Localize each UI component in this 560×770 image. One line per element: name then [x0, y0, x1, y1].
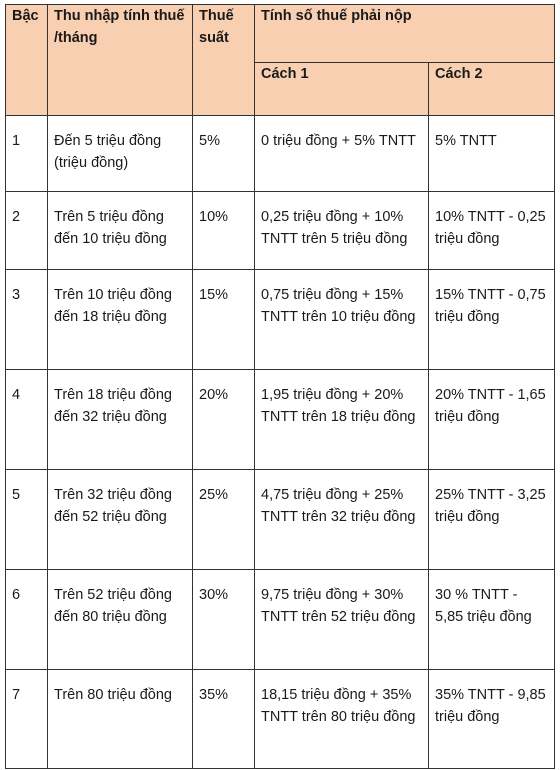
table-header: Bậc Thu nhập tính thuế /tháng Thuế suất …	[5, 4, 555, 116]
cell-thu-nhap: Trên 80 triệu đồng	[47, 669, 193, 769]
table-row: 1 Đến 5 triệu đồng (triệu đồng) 5% 0 tri…	[5, 115, 555, 192]
header-cach-2: Cách 2	[428, 62, 555, 116]
cell-cach-2: 15% TNTT - 0,75 triệu đồng	[428, 269, 555, 370]
cell-cach-2: 25% TNTT - 3,25 triệu đồng	[428, 469, 555, 570]
table-row: 6 Trên 52 triệu đồng đến 80 triệu đồng 3…	[5, 569, 555, 670]
header-thu-nhap: Thu nhập tính thuế /tháng	[47, 4, 193, 116]
cell-thu-nhap: Đến 5 triệu đồng (triệu đồng)	[47, 115, 193, 192]
cell-cach-1: 0 triệu đồng + 5% TNTT	[254, 115, 429, 192]
cell-cach-1: 18,15 triệu đồng + 35% TNTT trên 80 triệ…	[254, 669, 429, 769]
header-cach-1: Cách 1	[254, 62, 429, 116]
cell-thue-suat: 10%	[192, 191, 255, 270]
cell-cach-2: 35% TNTT - 9,85 triệu đồng	[428, 669, 555, 769]
cell-cach-2: 30 % TNTT - 5,85 triệu đồng	[428, 569, 555, 670]
cell-bac: 2	[5, 191, 48, 270]
table-row: 5 Trên 32 triệu đồng đến 52 triệu đồng 2…	[5, 469, 555, 570]
table-row: 4 Trên 18 triệu đồng đến 32 triệu đồng 2…	[5, 369, 555, 470]
cell-cach-2: 5% TNTT	[428, 115, 555, 192]
cell-thue-suat: 25%	[192, 469, 255, 570]
cell-thue-suat: 35%	[192, 669, 255, 769]
header-subrow: Cách 1 Cách 2	[6, 62, 555, 116]
cell-thu-nhap: Trên 18 triệu đồng đến 32 triệu đồng	[47, 369, 193, 470]
cell-cach-2: 20% TNTT - 1,65 triệu đồng	[428, 369, 555, 470]
cell-thu-nhap: Trên 5 triệu đồng đến 10 triệu đồng	[47, 191, 193, 270]
cell-cach-1: 0,75 triệu đồng + 15% TNTT trên 10 triệu…	[254, 269, 429, 370]
table-body: 1 Đến 5 triệu đồng (triệu đồng) 5% 0 tri…	[5, 115, 555, 769]
cell-bac: 7	[5, 669, 48, 769]
table-row: 3 Trên 10 triệu đồng đến 18 triệu đồng 1…	[5, 269, 555, 370]
table-row: 7 Trên 80 triệu đồng 35% 18,15 triệu đồn…	[5, 669, 555, 769]
cell-bac: 5	[5, 469, 48, 570]
cell-thue-suat: 5%	[192, 115, 255, 192]
header-thue-suat: Thuế suất	[192, 4, 255, 116]
cell-cach-1: 4,75 triệu đồng + 25% TNTT trên 32 triệu…	[254, 469, 429, 570]
header-tinh-so-thue: Tính số thuế phải nộp	[254, 4, 555, 63]
table-row: 2 Trên 5 triệu đồng đến 10 triệu đồng 10…	[5, 191, 555, 270]
header-bac: Bậc	[5, 4, 48, 116]
cell-thue-suat: 20%	[192, 369, 255, 470]
cell-cach-1: 0,25 triệu đồng + 10% TNTT trên 5 triệu …	[254, 191, 429, 270]
cell-thu-nhap: Trên 10 triệu đồng đến 18 triệu đồng	[47, 269, 193, 370]
cell-thue-suat: 30%	[192, 569, 255, 670]
cell-cach-1: 1,95 triệu đồng + 20% TNTT trên 18 triệu…	[254, 369, 429, 470]
cell-bac: 3	[5, 269, 48, 370]
cell-thue-suat: 15%	[192, 269, 255, 370]
cell-thu-nhap: Trên 52 triệu đồng đến 80 triệu đồng	[47, 569, 193, 670]
cell-thu-nhap: Trên 32 triệu đồng đến 52 triệu đồng	[47, 469, 193, 570]
cell-bac: 4	[5, 369, 48, 470]
cell-bac: 6	[5, 569, 48, 670]
cell-bac: 1	[5, 115, 48, 192]
cell-cach-1: 9,75 triệu đồng + 30% TNTT trên 52 triệu…	[254, 569, 429, 670]
tax-rate-table: Bậc Thu nhập tính thuế /tháng Thuế suất …	[5, 4, 555, 769]
cell-cach-2: 10% TNTT - 0,25 triệu đồng	[428, 191, 555, 270]
header-row: Bậc Thu nhập tính thuế /tháng Thuế suất …	[5, 4, 555, 116]
